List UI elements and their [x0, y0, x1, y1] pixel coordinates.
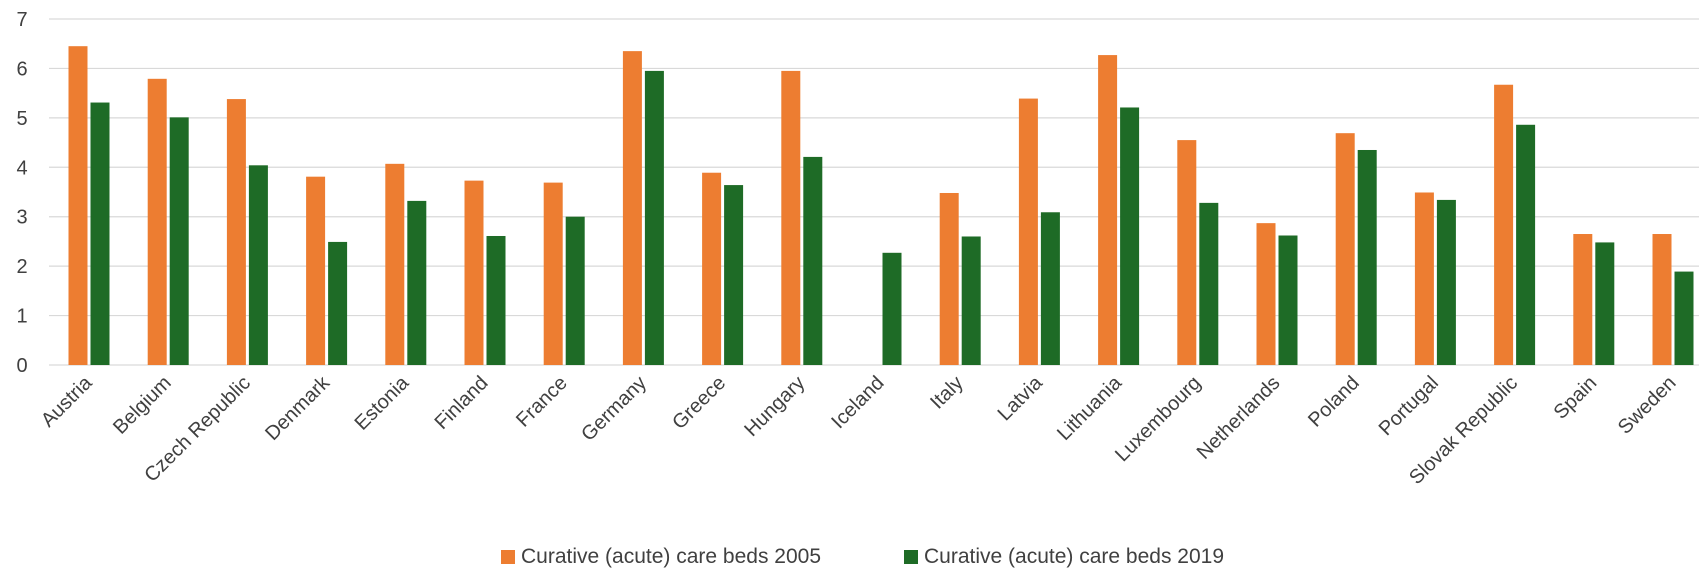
bar: [702, 172, 722, 365]
bar: [644, 70, 664, 366]
bars: [68, 46, 1694, 366]
bar: [226, 99, 246, 366]
legend: Curative (acute) care beds 2005 Curative…: [501, 545, 1224, 568]
y-tick-label: 6: [16, 58, 27, 80]
x-tick-label: Germany: [577, 372, 651, 446]
bar: [1199, 202, 1219, 365]
x-tick-label: France: [512, 372, 572, 432]
bar: [169, 117, 189, 365]
bar: [486, 235, 506, 365]
x-tick-label: Finland: [431, 372, 493, 434]
bar: [882, 252, 902, 365]
bar: [385, 163, 405, 365]
x-tick-label: Portugal: [1375, 372, 1443, 440]
bar: [1040, 212, 1060, 365]
bar: [1436, 199, 1456, 365]
x-tick-label: Latvia: [994, 371, 1048, 425]
y-tick-label: 1: [16, 306, 27, 328]
bar: [328, 241, 348, 365]
y-tick-label: 5: [16, 108, 27, 130]
bar: [1177, 140, 1197, 365]
x-tick-label: Austria: [37, 371, 97, 431]
legend-swatch-2005: [501, 550, 515, 564]
bar: [803, 156, 823, 365]
bar: [961, 236, 981, 365]
x-tick-label: Luxembourg: [1111, 372, 1205, 466]
bar: [622, 51, 642, 365]
y-tick-label: 2: [16, 256, 27, 278]
legend-label-2005: Curative (acute) care beds 2005: [521, 545, 821, 568]
y-tick-label: 4: [16, 157, 27, 179]
legend-label-2019: Curative (acute) care beds 2019: [924, 545, 1224, 568]
x-tick-label: Belgium: [109, 372, 176, 439]
bar: [147, 78, 167, 366]
x-tick-label: Netherlands: [1193, 372, 1285, 464]
y-tick-label: 0: [16, 355, 27, 377]
y-tick-label: 3: [16, 207, 27, 229]
bar: [781, 70, 801, 366]
bar: [1098, 55, 1118, 365]
bar: [543, 182, 563, 365]
bar: [565, 216, 585, 365]
bar: [1414, 192, 1434, 365]
bar: [1674, 271, 1694, 365]
x-tick-label: Estonia: [351, 371, 414, 434]
bar: [1494, 84, 1514, 366]
x-tick-label: Iceland: [827, 372, 888, 433]
bar: [1120, 107, 1140, 365]
bar: [1335, 133, 1355, 365]
y-axis-ticks: 0 1 2 3 4 5 6 7: [16, 9, 27, 377]
x-tick-label: Sweden: [1614, 372, 1681, 439]
bar: [90, 102, 110, 365]
bar: [407, 200, 427, 365]
bar: [1256, 223, 1276, 365]
x-tick-label: Denmark: [261, 371, 335, 445]
bar: [1278, 235, 1298, 365]
bar: [1516, 124, 1536, 365]
x-tick-label: Spain: [1550, 372, 1602, 424]
bar: [1357, 149, 1377, 365]
bar: [1652, 234, 1672, 365]
bar: [306, 176, 326, 365]
bar: [1573, 234, 1593, 365]
x-tick-label: Lithuania: [1053, 371, 1127, 445]
bar: [68, 46, 88, 365]
x-tick-label: Hungary: [740, 372, 809, 441]
bar: [1018, 98, 1038, 365]
bar: [724, 185, 744, 365]
bar: [464, 180, 484, 365]
bar: [248, 165, 268, 365]
x-tick-label: Poland: [1304, 372, 1364, 432]
legend-swatch-2019: [904, 550, 918, 564]
y-tick-label: 7: [16, 9, 27, 31]
bar: [1595, 242, 1615, 365]
x-tick-label: Italy: [926, 372, 967, 413]
x-tick-label: Greece: [668, 372, 730, 434]
bar: [939, 192, 959, 365]
